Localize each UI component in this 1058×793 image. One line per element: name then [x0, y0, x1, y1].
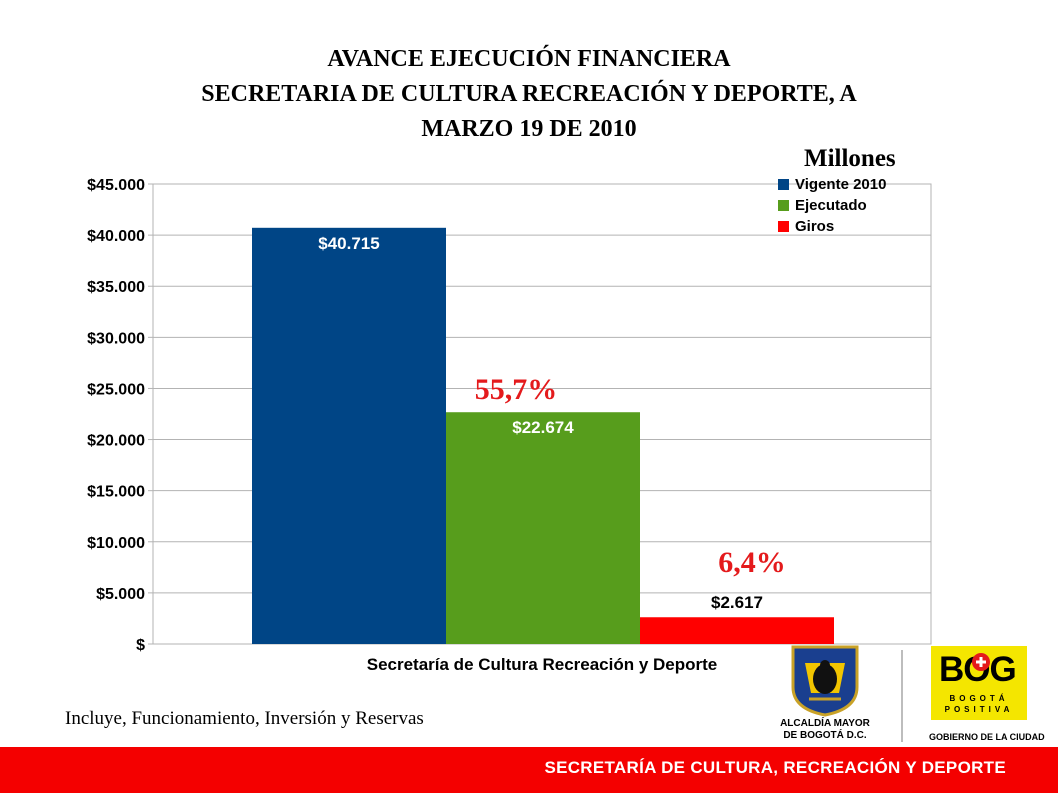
legend-label: Giros [795, 218, 835, 235]
alcaldia-coat-of-arms-logo [765, 643, 885, 745]
y-tick-label: $30.000 [87, 330, 145, 347]
bog-logo-caption: GOBIERNO DE LA CIUDAD [929, 732, 1045, 742]
y-tick-label: $15.000 [87, 484, 145, 501]
legend-item: Giros [778, 216, 886, 237]
y-tick-label: $45.000 [87, 177, 145, 194]
title-line-2: SECRETARIA DE CULTURA RECREACIÓN Y DEPOR… [201, 81, 857, 107]
legend-item: Ejecutado [778, 195, 886, 216]
bar-vigente-2010 [252, 227, 446, 644]
chart-bars [252, 227, 834, 644]
legend-item: Vigente 2010 [778, 174, 886, 195]
y-tick-label: $ [136, 637, 145, 654]
data-label: $40.715 [318, 234, 379, 253]
unit-label: Millones [804, 145, 896, 172]
footnote: Incluye, Funcionamiento, Inversión y Res… [65, 708, 424, 729]
y-tick-label: $35.000 [87, 279, 145, 296]
percent-annotation: 6,4% [718, 546, 786, 579]
percent-annotation: 55,7% [475, 373, 558, 406]
title-line-1: AVANCE EJECUCIÓN FINANCIERA [327, 46, 731, 72]
legend-swatch [778, 200, 789, 211]
y-tick-label: $25.000 [87, 381, 145, 398]
chart-labels: $ $5.000 $10.000 $15.000 $20.000 $25.000 $30.0… [87, 177, 786, 674]
data-label: $2.617 [711, 593, 763, 612]
bar-ejecutado [446, 412, 640, 644]
data-label: $22.674 [512, 418, 574, 437]
alcaldia-text-line-1: ALCALDÍA MAYOR [780, 718, 870, 729]
bog-logo-sub1: BOGOTÁ [949, 694, 1009, 703]
y-tick-label: $40.000 [87, 228, 145, 245]
legend-swatch [778, 221, 789, 232]
x-category-label: Secretaría de Cultura Recreación y Depor… [367, 655, 718, 674]
bogota-positiva-logo: BOG BOGOTÁ POSITIVA [931, 646, 1027, 720]
legend-swatch [778, 179, 789, 190]
title-line-3: MARZO 19 DE 2010 [421, 116, 637, 142]
bar-giros [640, 617, 834, 644]
bar-chart: $ $5.000 $10.000 $15.000 $20.000 $25.000 $30.0… [87, 177, 932, 674]
footer-bar: SECRETARÍA DE CULTURA, RECREACIÓN Y DEPO… [0, 747, 1058, 793]
legend-label: Ejecutado [795, 197, 867, 214]
alcaldia-text-line-2: DE BOGOTÁ D.C. [783, 730, 867, 741]
slide-title: AVANCE EJECUCIÓN FINANCIERA SECRETARIA D… [0, 42, 1058, 147]
chart-legend: Vigente 2010 Ejecutado Giros [778, 174, 886, 237]
bog-logo-sub2: POSITIVA [944, 705, 1014, 714]
y-tick-label: $10.000 [87, 535, 145, 552]
y-tick-label: $20.000 [87, 433, 145, 450]
footer-text: SECRETARÍA DE CULTURA, RECREACIÓN Y DEPO… [544, 758, 1006, 777]
legend-label: Vigente 2010 [795, 176, 887, 193]
logo-divider [901, 650, 903, 742]
plus-icon [972, 653, 990, 671]
y-tick-label: $5.000 [96, 586, 145, 603]
alcaldia-logo-text: ALCALDÍA MAYOR DE BOGOTÁ D.C. [760, 718, 890, 742]
